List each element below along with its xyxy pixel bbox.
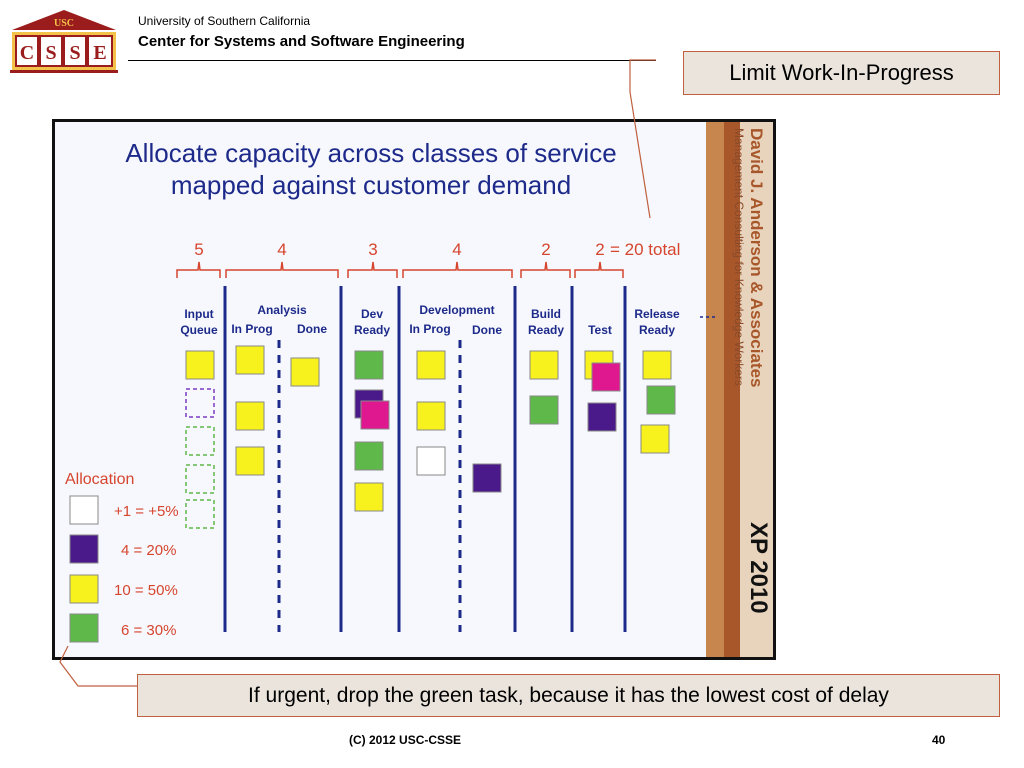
card-slot-green [185,426,215,456]
callout-urgent-drop: If urgent, drop the green task, because … [137,674,1000,717]
allocation-label: 6 = 30% [121,622,176,639]
header-divider [128,60,656,61]
allocation-swatch-white [69,495,99,525]
banner-company-name: David J. Anderson & Associates [747,128,766,388]
col-dev-ready-line1: Dev [361,307,383,321]
col-build-ready-line1: Build [531,307,561,321]
logo-usc-text: USC [54,18,74,29]
card-yellow [235,345,265,375]
kanban-slide: David J. Anderson & Associates Managemen… [52,119,776,660]
logo-roof [12,10,116,30]
col-dev-ready-line2: Ready [354,323,390,337]
callout-limit-wip: Limit Work-In-Progress [683,51,1000,95]
card-yellow [235,446,265,476]
col-input-line1: Input [184,307,213,321]
footer-page-number: 40 [932,733,946,747]
card-yellow [416,350,446,380]
card-yellow [290,357,320,387]
logo-letter: S [69,42,80,64]
done-separators [277,340,462,632]
wip-limit-input: 5 [194,240,203,259]
col-analysis: Analysis [257,303,307,317]
center-name: Center for Systems and Software Engineer… [138,33,465,50]
allocation-swatch-yellow [69,574,99,604]
card-purple [587,402,617,432]
csse-logo: USC C S S E [8,8,120,74]
col-test: Test [588,323,612,337]
banner-tagline: Management Consulting for Knowledge Work… [732,128,746,386]
allocation-swatch-green [69,613,99,643]
card-white [416,446,446,476]
card-yellow [416,401,446,431]
card-purple [472,463,502,493]
col-development: Development [419,303,494,317]
col-analysis-inprog: In Prog [231,322,272,336]
card-magenta [591,362,621,392]
wip-limit-dev-ready: 3 [368,240,377,259]
column-separators [223,286,627,632]
card-magenta [360,400,390,430]
wip-limit-analysis: 4 [277,240,286,259]
kanban-cards [185,345,676,529]
col-release-ready-line2: Ready [639,323,675,337]
wip-total: = 20 total [610,240,680,259]
slide-title-line1: Allocate capacity across classes of serv… [125,138,616,168]
card-green [529,395,559,425]
col-development-inprog: In Prog [409,322,450,336]
card-yellow [235,401,265,431]
wip-limit-test: 2 [595,240,604,259]
card-yellow [354,482,384,512]
wip-limit-build: 2 [541,240,550,259]
card-slot-green [185,499,215,529]
col-analysis-done: Done [297,322,327,336]
logo-letter: S [45,42,56,64]
logo-letter: E [93,42,106,64]
logo-letter: C [20,42,34,64]
col-development-done: Done [472,323,502,337]
col-release-ready-line1: Release [634,307,680,321]
card-yellow [640,424,670,454]
col-build-ready-line2: Ready [528,323,564,337]
col-input-line2: Queue [180,323,218,337]
card-yellow [529,350,559,380]
card-green [354,441,384,471]
card-slot-purple [185,388,215,418]
card-slot-green [185,464,215,494]
footer-copyright: (C) 2012 USC-CSSE [349,733,462,747]
org-name: University of Southern California [138,14,311,28]
allocation-title: Allocation [65,471,134,488]
card-green [646,385,676,415]
allocation-swatch-purple [69,534,99,564]
allocation-label: 4 = 20% [121,542,176,559]
allocation-label: +1 = +5% [114,503,179,520]
wip-limit-development: 4 [452,240,461,259]
card-yellow [642,350,672,380]
card-yellow [185,350,215,380]
card-green [354,350,384,380]
slide-title-line2: mapped against customer demand [171,170,571,200]
allocation-label: 10 = 50% [114,582,178,599]
wip-braces [176,261,624,278]
banner-event: XP 2010 [745,522,772,614]
